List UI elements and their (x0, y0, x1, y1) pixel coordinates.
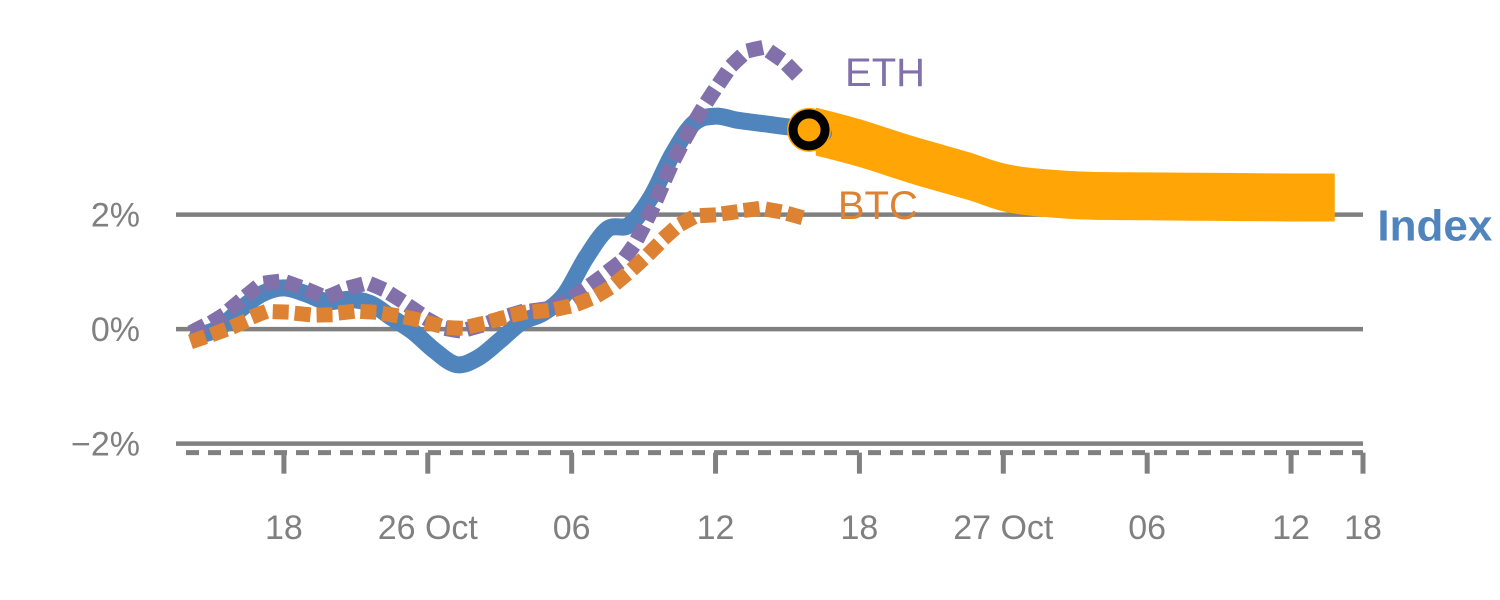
x-tick-label: 06 (1128, 509, 1166, 547)
gridlines-group (176, 212, 1363, 446)
series-label-index: Index (1377, 201, 1492, 250)
x-tick-label: 18 (1344, 509, 1382, 547)
x-axis-tick-labels-group: 18 26 Oct 06 12 18 27 Oct 06 12 18 (265, 509, 1382, 547)
series-line-btc (188, 201, 812, 350)
series-lines-group (187, 41, 832, 374)
x-axis-tick-marks-group (281, 452, 1366, 474)
forecast-band (815, 107, 1335, 222)
x-tick-label: 26 Oct (378, 509, 479, 547)
y-tick-label: 0% (91, 311, 140, 349)
forecast-band-shape (815, 107, 1335, 222)
series-labels-group: Index ETH BTC (838, 51, 1493, 251)
series-label-eth: ETH (845, 51, 925, 95)
y-tick-label: −2% (71, 426, 140, 464)
x-tick-label: 18 (841, 509, 879, 547)
x-tick-label: 06 (553, 509, 591, 547)
marker-ring[interactable] (788, 109, 830, 151)
y-tick-label: 2% (91, 197, 140, 235)
x-tick-label: 12 (697, 509, 735, 547)
x-tick-label: 27 Oct (953, 509, 1054, 547)
series-label-btc: BTC (838, 184, 918, 228)
series-line-index (189, 107, 832, 374)
series-line-eth (187, 41, 813, 340)
x-tick-label: 12 (1272, 509, 1310, 547)
current-value-marker[interactable] (787, 107, 832, 152)
x-tick-label: 18 (265, 509, 303, 547)
y-axis-tick-labels-group: 2% 0% −2% (71, 197, 140, 464)
